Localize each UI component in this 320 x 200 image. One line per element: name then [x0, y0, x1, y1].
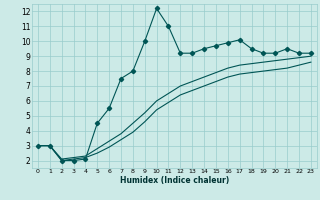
X-axis label: Humidex (Indice chaleur): Humidex (Indice chaleur): [120, 176, 229, 185]
